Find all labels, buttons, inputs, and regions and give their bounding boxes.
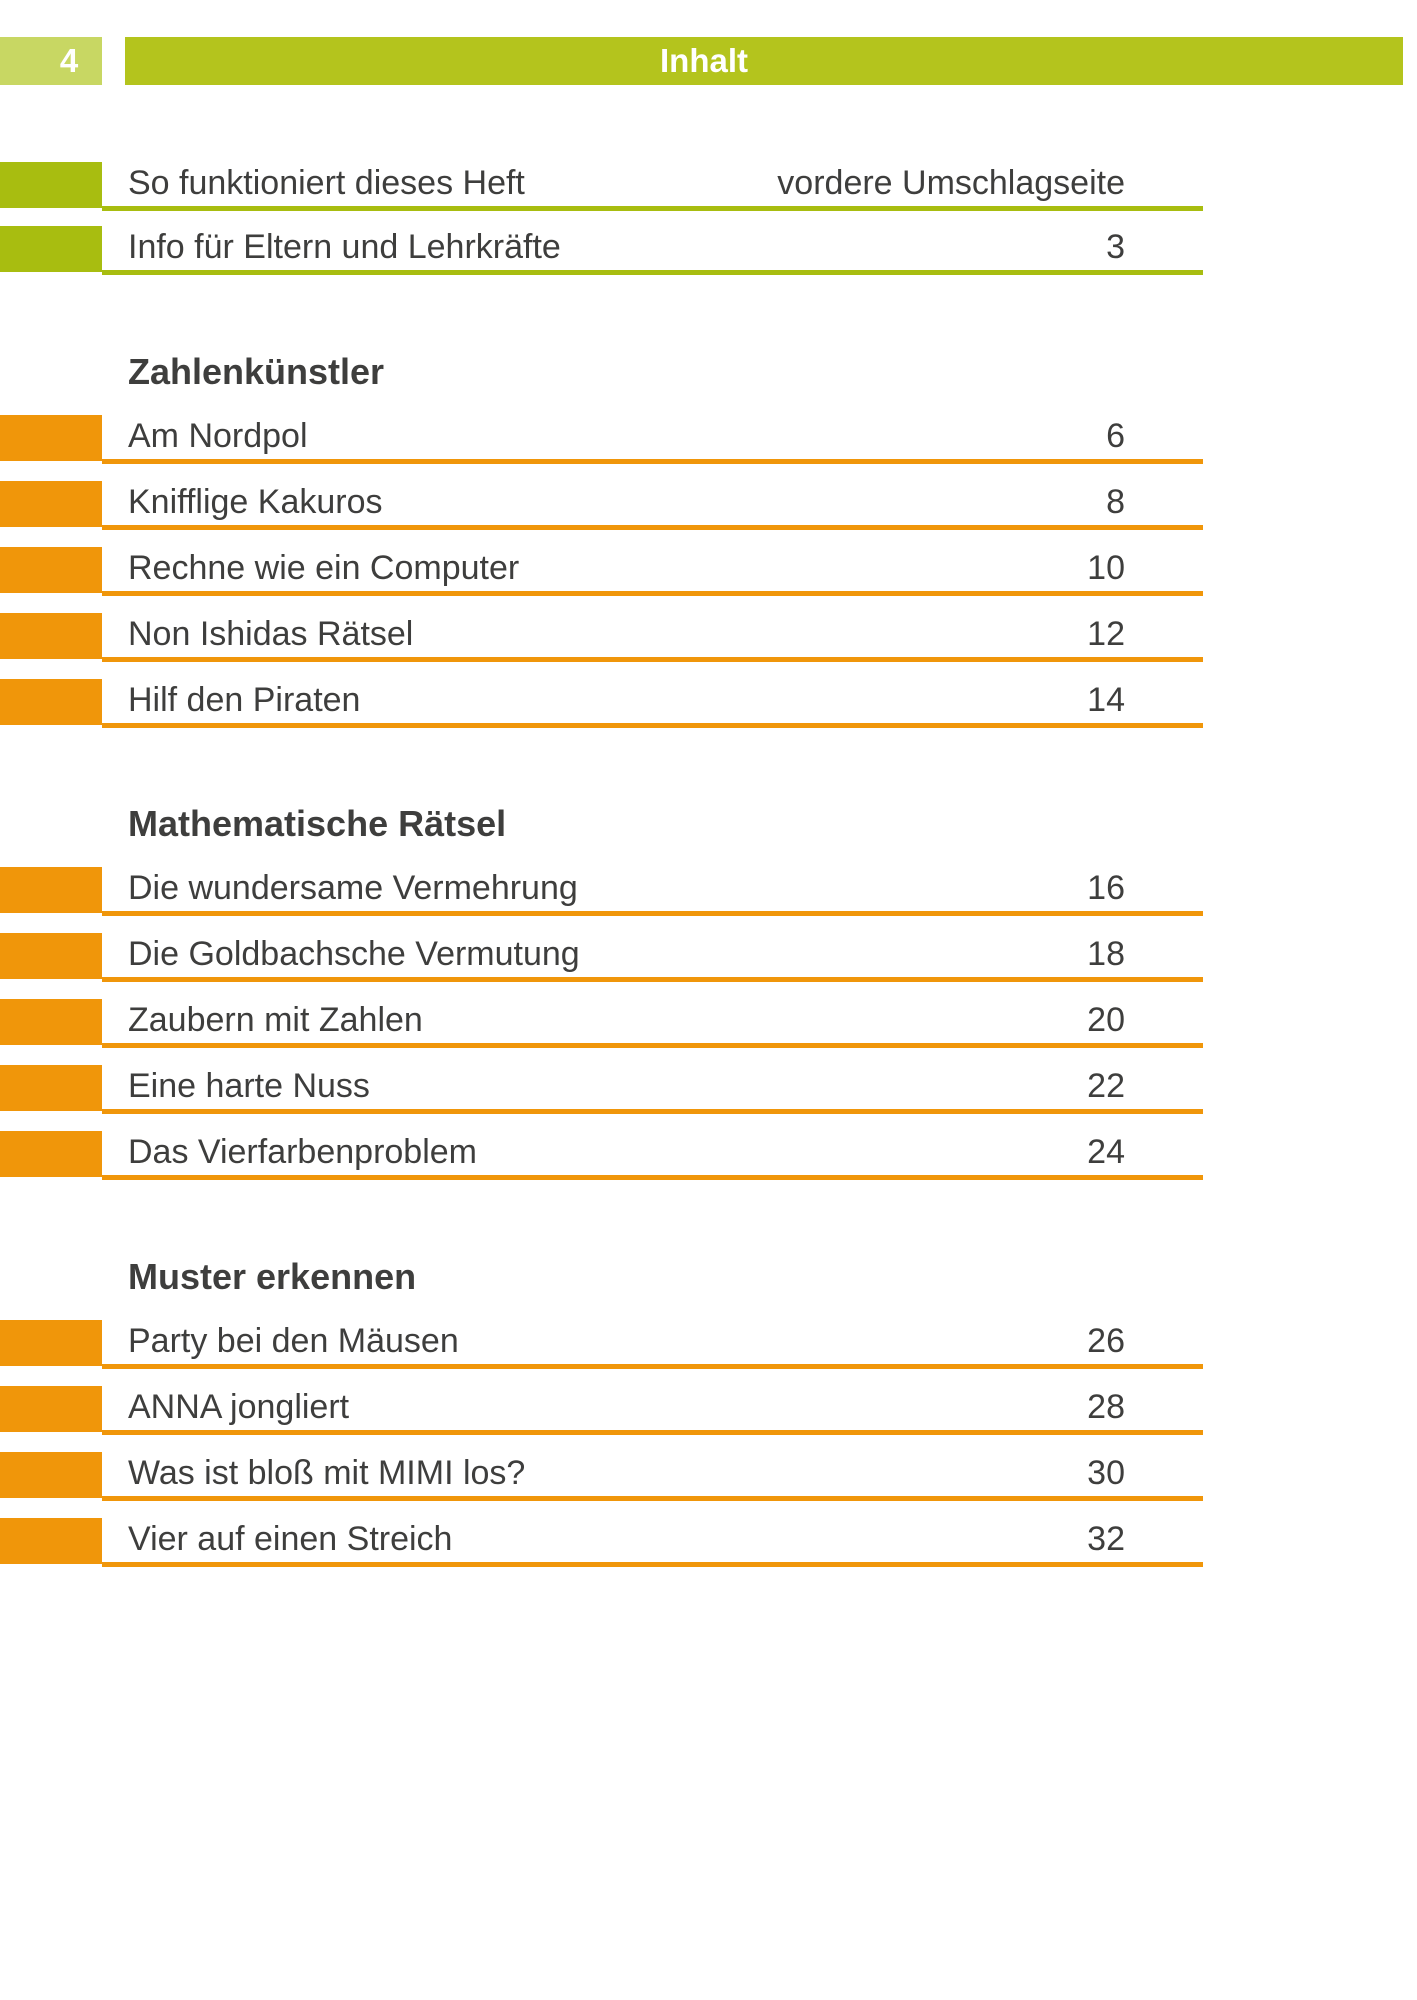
toc-entry-page: 8 — [1106, 483, 1125, 521]
row-marker — [0, 1518, 102, 1564]
toc-entry-title: Die wundersame Vermehrung — [128, 869, 578, 907]
page-title: Inhalt — [660, 42, 748, 79]
row-marker — [0, 1065, 102, 1111]
toc-row: Am Nordpol 6 — [0, 405, 1417, 471]
row-rule — [102, 1562, 1203, 1567]
toc-row: Zaubern mit Zahlen 20 — [0, 989, 1417, 1055]
toc-row: Rechne wie ein Computer 10 — [0, 537, 1417, 603]
section-heading: Zahlenkünstler — [128, 351, 385, 392]
toc-entry-page: 18 — [1087, 935, 1125, 973]
row-rule — [102, 1364, 1203, 1369]
toc-row: So funktioniert dieses Heft vordere Umsc… — [0, 152, 1417, 218]
row-rule — [102, 1043, 1203, 1048]
toc-entry-title: Party bei den Mäusen — [128, 1322, 459, 1360]
row-marker — [0, 1131, 102, 1177]
row-marker — [0, 679, 102, 725]
toc-row: Knifflige Kakuros 8 — [0, 471, 1417, 537]
row-rule — [102, 723, 1203, 728]
toc-row: Info für Eltern und Lehrkräfte 3 — [0, 216, 1417, 282]
toc-entry-title: Info für Eltern und Lehrkräfte — [128, 228, 561, 266]
toc-entry-page: 24 — [1087, 1133, 1125, 1171]
row-marker — [0, 867, 102, 913]
toc-entry-title: Vier auf einen Streich — [128, 1520, 453, 1558]
row-rule — [102, 1175, 1203, 1180]
section-heading: Muster erkennen — [128, 1256, 417, 1297]
toc-entry-page: 32 — [1087, 1520, 1125, 1558]
toc-entry-title: Die Goldbachsche Vermutung — [128, 935, 580, 973]
row-marker — [0, 547, 102, 593]
toc-entry-page: vordere Umschlagseite — [777, 164, 1125, 202]
row-rule — [102, 270, 1203, 275]
toc-entry-page: 22 — [1087, 1067, 1125, 1105]
row-rule — [102, 1496, 1203, 1501]
row-marker — [0, 162, 102, 208]
toc-entry-title: Was ist bloß mit MIMI los? — [128, 1454, 526, 1492]
toc-entry-title: Knifflige Kakuros — [128, 483, 383, 521]
toc-row: Eine harte Nuss 22 — [0, 1055, 1417, 1121]
toc-entry-page: 20 — [1087, 1001, 1125, 1039]
toc-entry-title: So funktioniert dieses Heft — [128, 164, 525, 202]
toc-row: Vier auf einen Streich 32 — [0, 1508, 1417, 1574]
toc-row: ANNA jongliert 28 — [0, 1376, 1417, 1442]
row-marker — [0, 415, 102, 461]
page-number-badge: 4 — [0, 37, 102, 85]
row-marker — [0, 1452, 102, 1498]
toc-entry-title: Am Nordpol — [128, 417, 308, 455]
toc-entry-page: 6 — [1106, 417, 1125, 455]
toc-entry-title: ANNA jongliert — [128, 1388, 350, 1426]
toc-entry-page: 3 — [1106, 228, 1125, 266]
toc-row: Das Vierfarbenproblem 24 — [0, 1121, 1417, 1187]
row-marker — [0, 1386, 102, 1432]
row-marker — [0, 933, 102, 979]
section-heading: Mathematische Rätsel — [128, 803, 507, 844]
toc-row: Die wundersame Vermehrung 16 — [0, 857, 1417, 923]
toc-entry-page: 30 — [1087, 1454, 1125, 1492]
row-marker — [0, 481, 102, 527]
row-rule — [102, 657, 1203, 662]
toc-row: Party bei den Mäusen 26 — [0, 1310, 1417, 1376]
row-rule — [102, 206, 1203, 211]
row-rule — [102, 1109, 1203, 1114]
toc-row: Die Goldbachsche Vermutung 18 — [0, 923, 1417, 989]
row-rule — [102, 591, 1203, 596]
row-marker — [0, 1320, 102, 1366]
row-marker — [0, 226, 102, 272]
row-rule — [102, 525, 1203, 530]
row-rule — [102, 459, 1203, 464]
toc-row: Was ist bloß mit MIMI los? 30 — [0, 1442, 1417, 1508]
toc-entry-title: Das Vierfarbenproblem — [128, 1133, 477, 1171]
toc-entry-title: Rechne wie ein Computer — [128, 549, 520, 587]
toc-entry-page: 28 — [1087, 1388, 1125, 1426]
toc-entry-page: 12 — [1087, 615, 1125, 653]
toc-entry-page: 16 — [1087, 869, 1125, 907]
row-marker — [0, 999, 102, 1045]
row-rule — [102, 1430, 1203, 1435]
toc-entry-page: 26 — [1087, 1322, 1125, 1360]
row-marker — [0, 613, 102, 659]
toc-entry-page: 10 — [1087, 549, 1125, 587]
toc-entry-title: Zaubern mit Zahlen — [128, 1001, 423, 1039]
toc-row: Hilf den Piraten 14 — [0, 669, 1417, 735]
toc-entry-title: Eine harte Nuss — [128, 1067, 370, 1105]
header-bar: Inhalt — [125, 37, 1403, 85]
row-rule — [102, 911, 1203, 916]
toc-entry-title: Hilf den Piraten — [128, 681, 361, 719]
toc-entry-page: 14 — [1087, 681, 1125, 719]
row-rule — [102, 977, 1203, 982]
toc-entry-title: Non Ishidas Rätsel — [128, 615, 414, 653]
toc-row: Non Ishidas Rätsel 12 — [0, 603, 1417, 669]
